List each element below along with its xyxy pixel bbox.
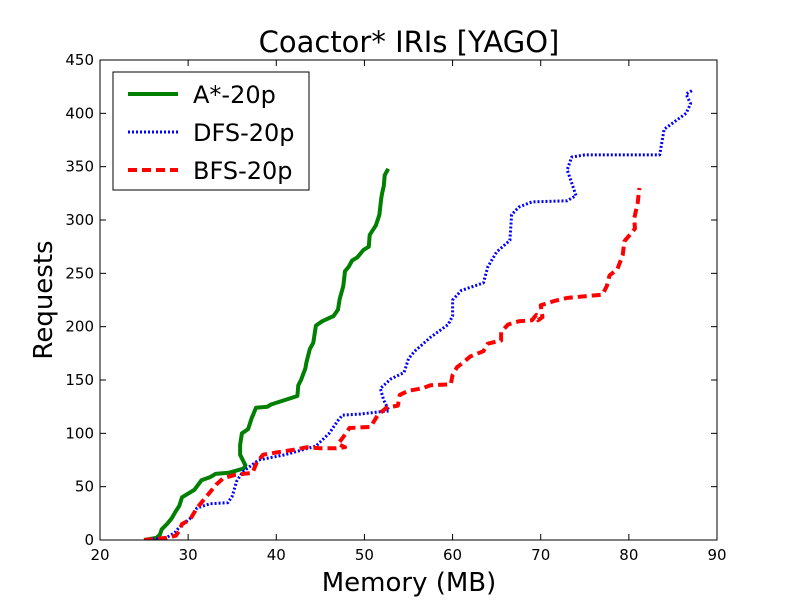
plot-frame: [99, 59, 718, 541]
y-tick-label: 400: [65, 104, 94, 122]
x-tick-label: 70: [531, 546, 550, 564]
y-tick-label: 200: [65, 318, 94, 336]
legend-label-DFS-20p: DFS-20p: [193, 119, 295, 147]
x-axis-label: Memory (MB): [322, 568, 497, 598]
series-layer: [143, 88, 694, 540]
y-tick-label: 50: [75, 478, 94, 496]
x-tick-label: 50: [355, 546, 374, 564]
x-tick-label: 40: [267, 546, 286, 564]
y-tick-label: 250: [65, 264, 94, 282]
series-line-A*-20p: [143, 167, 390, 540]
x-tick-label: 80: [619, 546, 638, 564]
x-tick-label: 90: [707, 546, 726, 564]
x-tick-label: 60: [443, 546, 462, 564]
legend-label-BFS-20p: BFS-20p: [193, 157, 293, 185]
x-axis: 20 30 40 50 60 70 80 90: [90, 60, 727, 564]
series-line-BFS-20p: [143, 187, 642, 540]
y-tick-label: 300: [65, 211, 94, 229]
x-tick-label: 20: [90, 546, 109, 564]
y-tick-label: 450: [65, 51, 94, 69]
legend-label-A*-20p: A*-20p: [193, 81, 276, 109]
y-axis-label: Requests: [29, 240, 59, 359]
y-tick-label: 150: [65, 371, 94, 389]
x-tick-label: 30: [179, 546, 198, 564]
y-tick-label: 350: [65, 158, 94, 176]
y-tick-label: 0: [84, 531, 94, 549]
chart-title: Coactor* IRIs [YAGO]: [259, 25, 560, 59]
y-axis: 0 50 100 150 200 250 300 350 400 450: [65, 51, 717, 549]
y-tick-label: 100: [65, 424, 94, 442]
legend: A*-20p DFS-20p BFS-20p: [112, 71, 310, 191]
series-line-DFS-20p: [143, 88, 694, 540]
